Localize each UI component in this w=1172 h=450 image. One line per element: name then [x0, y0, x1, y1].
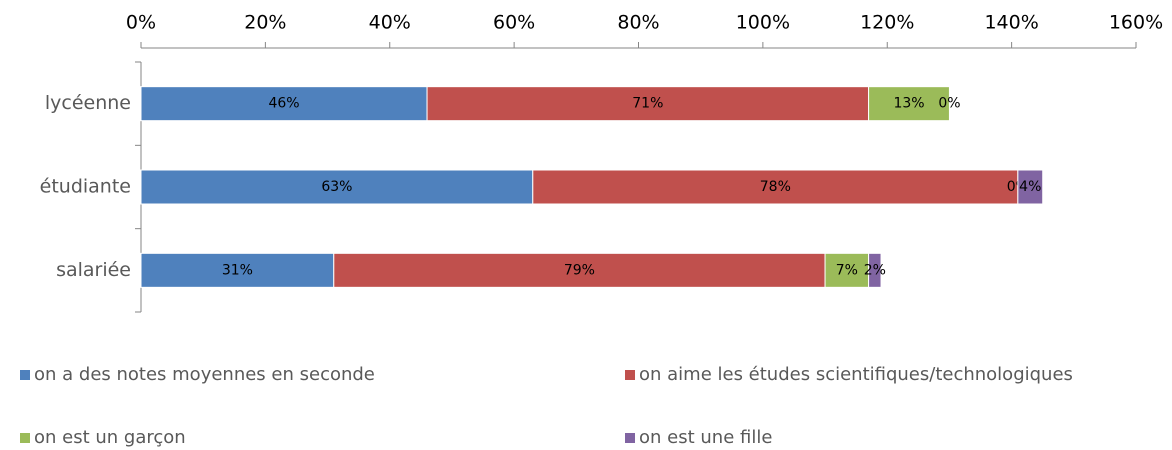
y-tick-label: salariée	[56, 259, 131, 281]
bar-segment	[532, 169, 1019, 205]
legend-swatch	[20, 370, 30, 380]
legend-label: on est une fille	[639, 427, 772, 448]
x-tick-label: 20%	[244, 12, 286, 34]
x-tick-label: 60%	[493, 12, 535, 34]
bar-segment	[140, 169, 534, 205]
value-label: 79%	[564, 262, 595, 278]
value-label: 4%	[1019, 179, 1041, 195]
value-label: 0%	[938, 96, 960, 112]
value-label: 13%	[893, 96, 924, 112]
bar-segment	[868, 252, 882, 288]
x-tick-label: 140%	[984, 12, 1038, 34]
value-label: 46%	[268, 96, 299, 112]
x-tick-label: 40%	[369, 12, 411, 34]
x-tick-label: 0%	[126, 12, 156, 34]
bar-segment	[140, 86, 428, 122]
y-tick-label: lycéenne	[45, 92, 131, 114]
value-label: 71%	[632, 96, 663, 112]
value-label: 2%	[864, 262, 886, 278]
legend-label: on aime les études scientifiques/technol…	[639, 364, 1073, 385]
legend-label: on est un garçon	[34, 427, 186, 448]
x-tick-label: 160%	[1109, 12, 1163, 34]
value-label: 7%	[836, 262, 858, 278]
bar-segment	[1017, 169, 1044, 205]
value-label: 63%	[321, 179, 352, 195]
value-label: 78%	[760, 179, 791, 195]
x-tick-label: 100%	[736, 12, 790, 34]
x-tick-label: 120%	[860, 12, 914, 34]
bar-segment	[140, 252, 335, 288]
y-tick-label: étudiante	[40, 176, 131, 198]
legend-label: on a des notes moyennes en seconde	[34, 364, 375, 385]
value-label: 31%	[222, 262, 253, 278]
legend-swatch	[20, 433, 30, 443]
bar-segment	[824, 252, 870, 288]
legend-swatch	[625, 433, 635, 443]
bar-segment	[868, 86, 950, 122]
legend-swatch	[625, 370, 635, 380]
x-tick-label: 80%	[617, 12, 659, 34]
